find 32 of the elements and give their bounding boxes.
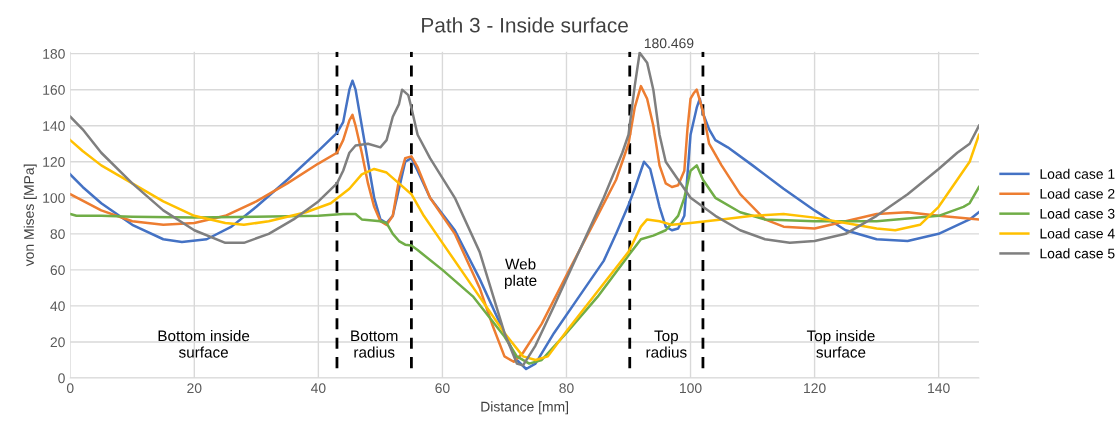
y-tick-label: 60 xyxy=(50,265,65,276)
y-tick-label: 40 xyxy=(50,301,65,312)
x-axis-title: Distance [mm] xyxy=(481,401,568,415)
annotation: Top radius xyxy=(646,330,687,358)
x-tick-label: 100 xyxy=(680,383,702,394)
y-tick-label: 160 xyxy=(43,85,65,95)
annotation: 180.469 xyxy=(644,38,694,49)
y-tick-label: 180 xyxy=(43,48,65,59)
annotation: Bottom inside surface xyxy=(158,330,250,358)
x-tick-label: 0 xyxy=(66,383,74,394)
x-tick-label: 80 xyxy=(559,383,574,394)
y-tick-label: 100 xyxy=(43,193,65,203)
y-tick-label: 80 xyxy=(50,229,65,240)
chart-title: Path 3 - Inside surface xyxy=(422,17,628,33)
annotation: Top inside surface xyxy=(806,330,875,358)
x-tick-label: 40 xyxy=(310,383,326,394)
x-tick-label: 140 xyxy=(928,383,950,394)
y-tick-label: 140 xyxy=(43,121,65,131)
annotation: Web plate xyxy=(505,258,537,289)
annotation: Bottom radius xyxy=(351,330,398,358)
legend-label: Load case 5 xyxy=(1040,248,1115,259)
y-tick-label: 20 xyxy=(50,337,65,348)
y-axis-title: von Mises [MPa] xyxy=(23,164,37,267)
y-tick-label: 0 xyxy=(58,373,65,384)
legend-label: Load case 4 xyxy=(1040,228,1115,239)
x-tick-label: 20 xyxy=(187,383,202,394)
y-tick-label: 120 xyxy=(43,157,65,167)
legend-label: Load case 3 xyxy=(1040,208,1115,219)
x-tick-label: 60 xyxy=(435,383,450,394)
x-tick-label: 120 xyxy=(804,383,826,394)
legend-label: Load case 1 xyxy=(1040,168,1115,179)
legend-label: Load case 2 xyxy=(1040,188,1115,199)
